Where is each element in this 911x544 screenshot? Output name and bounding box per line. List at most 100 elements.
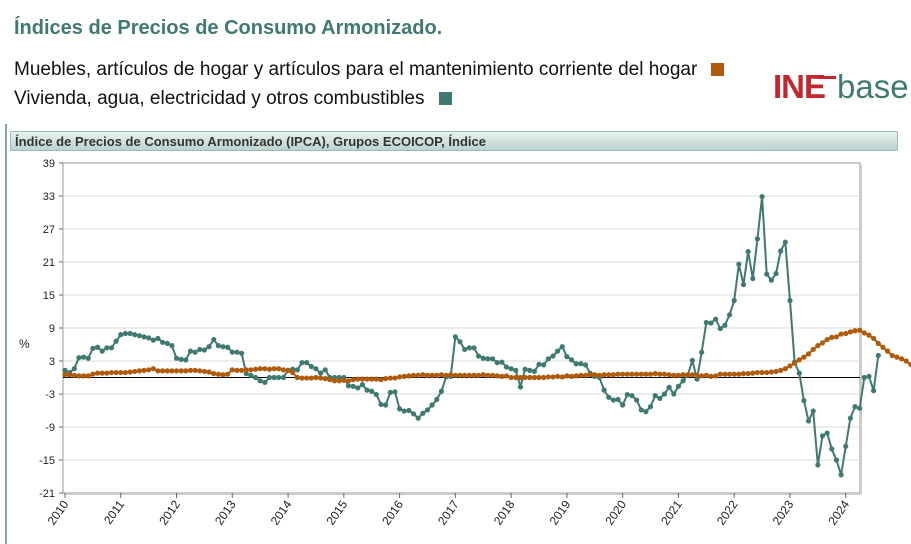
legend-swatch-orange	[711, 63, 725, 76]
series-point-1	[489, 372, 496, 378]
series-point-0	[708, 320, 714, 326]
series-point-1	[285, 367, 291, 373]
legend-item-muebles[interactable]: Muebles, artículos de hogar y artículos …	[14, 59, 725, 81]
series-point-0	[750, 275, 756, 282]
series-point-0	[754, 236, 761, 242]
series-point-1	[638, 371, 644, 377]
series-point-0	[564, 354, 570, 360]
series-point-0	[201, 347, 208, 353]
series-point-1	[471, 372, 477, 378]
y-tick-label: 3	[49, 356, 55, 368]
series-point-1	[76, 373, 82, 379]
series-point-0	[457, 339, 463, 345]
logo-base-text: base	[837, 68, 909, 105]
series-point-0	[810, 408, 816, 414]
series-point-1	[280, 367, 287, 373]
x-tick-label: 2010	[45, 497, 72, 527]
series-point-0	[643, 409, 649, 415]
series-point-1	[536, 374, 542, 381]
series-point-1	[457, 372, 463, 378]
series-point-1	[861, 330, 867, 336]
x-tick-label: 2023	[770, 497, 797, 527]
series-point-0	[80, 354, 87, 360]
series-point-1	[550, 374, 556, 380]
panel-left-border	[5, 124, 7, 544]
series-point-1	[903, 358, 909, 364]
page-title: Índices de Precios de Consumo Armonizado…	[14, 17, 443, 39]
series-point-1	[908, 361, 911, 367]
series-point-0	[866, 373, 872, 379]
series-point-1	[805, 351, 812, 357]
series-point-0	[113, 338, 119, 344]
series-point-0	[304, 360, 310, 366]
series-point-0	[136, 333, 142, 339]
series-point-0	[383, 402, 389, 408]
series-point-1	[852, 328, 858, 334]
series-point-1	[787, 363, 793, 369]
series-point-0	[508, 366, 514, 372]
series-point-0	[146, 335, 152, 341]
series-point-0	[252, 374, 259, 381]
series-point-0	[122, 330, 129, 337]
series-point-1	[155, 368, 161, 374]
series-point-0	[225, 344, 231, 350]
series-point-0	[350, 383, 356, 389]
chart-header-bar[interactable]: Índice de Precios de Consumo Armonizado …	[10, 131, 898, 151]
series-point-1	[252, 366, 259, 372]
series-point-0	[90, 345, 96, 351]
series-point-0	[234, 349, 240, 355]
series-point-1	[164, 368, 170, 374]
series-point-1	[327, 377, 333, 383]
series-point-1	[792, 360, 798, 366]
logo-ine-text: INE	[773, 68, 826, 105]
series-point-0	[183, 357, 189, 363]
series-point-1	[592, 372, 598, 378]
series-point-1	[108, 369, 115, 376]
series-point-1	[304, 375, 310, 381]
series-point-0	[364, 387, 370, 393]
series-point-1	[373, 376, 379, 382]
series-point-1	[238, 367, 245, 373]
series-point-0	[429, 402, 435, 408]
series-point-1	[889, 352, 895, 359]
series-point-0	[740, 281, 747, 288]
series-point-0	[424, 407, 431, 413]
series-point-0	[745, 248, 751, 255]
series-point-1	[568, 373, 575, 379]
series-point-1	[308, 375, 314, 381]
series-point-0	[271, 374, 277, 381]
series-point-0	[694, 376, 700, 382]
y-tick-label: 15	[43, 290, 55, 302]
series-point-1	[796, 357, 802, 363]
series-point-1	[857, 327, 863, 333]
series-point-1	[369, 376, 375, 382]
series-point-1	[480, 372, 486, 378]
series-point-1	[819, 340, 826, 346]
series-point-1	[299, 375, 305, 381]
series-point-1	[443, 372, 449, 378]
series-point-1	[731, 371, 737, 377]
series-point-0	[541, 362, 547, 368]
x-tick-label: 2024	[825, 497, 852, 527]
series-point-1	[773, 368, 779, 375]
series-point-0	[871, 388, 877, 394]
y-tick-label: 39	[43, 158, 55, 170]
series-point-0	[192, 349, 198, 355]
legend-item-vivienda[interactable]: Vivienda, agua, electricidad y otros com…	[14, 88, 452, 110]
ine-base-logo[interactable]: INE base	[773, 64, 909, 110]
series-point-0	[99, 348, 105, 354]
series-point-0	[843, 443, 849, 449]
series-point-1	[620, 371, 626, 377]
series-point-0	[699, 349, 705, 355]
series-point-0	[787, 297, 793, 304]
series-point-1	[183, 368, 189, 374]
series-point-1	[745, 371, 751, 377]
series-point-0	[401, 408, 407, 414]
series-point-0	[257, 378, 263, 384]
series-point-1	[90, 371, 96, 377]
series-point-0	[118, 332, 124, 338]
series-point-0	[462, 346, 468, 353]
series-point-1	[485, 372, 491, 378]
y-tick-label: 27	[43, 224, 55, 236]
series-point-0	[819, 433, 826, 439]
